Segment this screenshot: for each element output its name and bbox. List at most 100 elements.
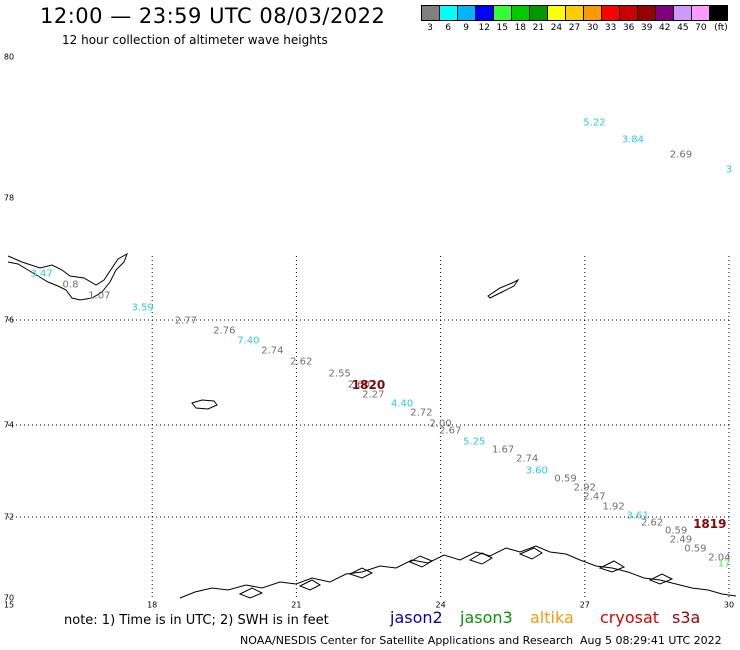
wave-height-value: 2.47 <box>583 491 606 503</box>
latitude-label: 72 <box>3 512 15 522</box>
wave-height-value: 2.27 <box>362 389 385 401</box>
wave-height-value: 0.8 <box>62 279 79 291</box>
satellite-label-cryosat: cryosat <box>600 608 660 627</box>
legend-label: 33 <box>604 23 617 33</box>
legend-label: 3 <box>427 23 433 33</box>
latitude-label: 80 <box>3 52 15 62</box>
wave-height-value: 2.55 <box>328 368 351 380</box>
legend-swatch <box>494 6 512 20</box>
wave-height-value: 3.61 <box>626 510 649 522</box>
legend-swatch <box>458 6 476 20</box>
latitude-label: 74 <box>3 420 15 430</box>
satellite-label-jason2: jason2 <box>390 608 443 627</box>
legend-swatches <box>421 5 728 21</box>
legend-label: 18 <box>514 23 527 33</box>
wave-height-value: 2.60 <box>347 379 371 391</box>
legend-label: 30 <box>586 23 599 33</box>
pass-number-label: 1819 <box>693 517 727 532</box>
wave-height-value: 5.22 <box>583 117 606 129</box>
wave-height-value: 3.60 <box>525 465 548 477</box>
norway-islands-1 <box>348 567 374 579</box>
norway-coast <box>179 545 737 599</box>
color-scale-legend: 3 6 9 12 15 18 21 24 27 30 33 36 39 42 45 70 (ft) <box>421 5 728 35</box>
legend-swatch <box>422 6 440 20</box>
legend-label: 9 <box>463 23 470 33</box>
graticule <box>8 256 730 598</box>
legend-label: 70 <box>695 23 707 33</box>
bear-island <box>191 399 218 410</box>
norway-islands-4 <box>518 547 543 560</box>
legend-swatch <box>566 6 584 20</box>
legend-label: 45 <box>677 23 689 33</box>
longitude-label: 21 <box>291 600 302 610</box>
wave-height-value: 0.59 <box>664 525 688 537</box>
norway-islands-7 <box>238 587 264 599</box>
norway-islands-5 <box>598 560 626 573</box>
legend-swatch <box>476 6 494 20</box>
wave-height-value: 17 <box>717 558 731 570</box>
legend-swatch <box>440 6 458 20</box>
legend-swatch <box>530 6 548 20</box>
legend-swatch <box>710 6 727 20</box>
norway-islands-2 <box>408 555 434 568</box>
legend-labels: 3 6 9 12 15 18 21 24 27 30 33 36 39 42 45 70 (ft) <box>421 21 728 35</box>
legend-label: 24 <box>550 23 563 33</box>
legend-swatch <box>620 6 638 20</box>
legend-label: 12 <box>478 23 490 33</box>
satellite-label-altika: altika <box>530 608 574 627</box>
wave-height-value: 1.92 <box>602 501 625 513</box>
satellite-label-jason3: jason3 <box>460 608 513 627</box>
wave-height-value: 1.67 <box>491 444 515 456</box>
hopen-island <box>487 278 520 299</box>
legend-label: 36 <box>622 23 635 33</box>
legend-label: (ft) <box>714 23 728 33</box>
wave-height-value: 3.84 <box>621 134 644 146</box>
legend-label: 27 <box>568 23 581 33</box>
legend-swatch <box>638 6 656 20</box>
coastline <box>7 252 737 599</box>
legend-swatch <box>602 6 620 20</box>
legend-label: 42 <box>659 23 671 33</box>
wave-height-value: 1.07 <box>88 290 111 302</box>
wave-height-value: 2.62 <box>640 517 664 529</box>
credit-text: NOAA/NESDIS Center for Satellite Applica… <box>240 634 574 647</box>
longitude-label: 30 <box>723 600 735 610</box>
wave-height-value: 2.74 <box>515 453 539 465</box>
wave-height-value: 2.69 <box>669 149 693 161</box>
wave-height-value: 4.40 <box>391 398 414 410</box>
map-subtitle: 12 hour collection of altimeter wave hei… <box>62 33 328 47</box>
wave-height-value: 2.49 <box>669 534 693 546</box>
longitude-label: 27 <box>579 600 590 610</box>
wave-height-value: 0.59 <box>684 543 707 555</box>
legend-label: 21 <box>532 23 545 33</box>
longitude-label: 15 <box>3 600 15 610</box>
wave-height-value: 2.92 <box>573 482 596 494</box>
wave-height-value: 2.00 <box>429 418 452 430</box>
legend-swatch <box>584 6 602 20</box>
wave-height-value: 2.72 <box>410 407 433 419</box>
timestamp: Aug 5 08:29:41 UTC 2022 <box>580 634 722 647</box>
legend-label: 15 <box>496 23 508 33</box>
wave-height-value: 2.76 <box>213 325 236 336</box>
wave-height-value: 5.25 <box>463 436 486 448</box>
longitude-label: 18 <box>147 600 158 610</box>
wave-height-value: 7.40 <box>237 335 260 347</box>
wave-height-value: 0.59 <box>554 473 577 485</box>
legend-swatch <box>692 6 710 20</box>
map-title: 12:00 — 23:59 UTC 08/03/2022 <box>40 4 386 28</box>
latitude-label: 76 <box>3 315 15 325</box>
note-text: note: 1) Time is in UTC; 2) SWH is in fe… <box>64 613 329 628</box>
norway-islands-8 <box>298 579 322 591</box>
svalbard-coast <box>7 252 128 301</box>
satellite-label-s3a: s3a <box>672 608 701 627</box>
wave-height-value: 3 <box>725 164 733 176</box>
legend-label: 6 <box>445 23 451 33</box>
latitude-label: 70 <box>3 593 15 603</box>
wave-height-value: 2.04 <box>708 552 731 564</box>
wave-height-value: 2.62 <box>290 356 313 368</box>
norway-islands-6 <box>648 573 674 585</box>
wave-height-value: 3.59 <box>131 302 154 314</box>
wave-height-value: 2.67 <box>439 425 462 437</box>
wave-height-value: 3.47 <box>30 268 53 280</box>
